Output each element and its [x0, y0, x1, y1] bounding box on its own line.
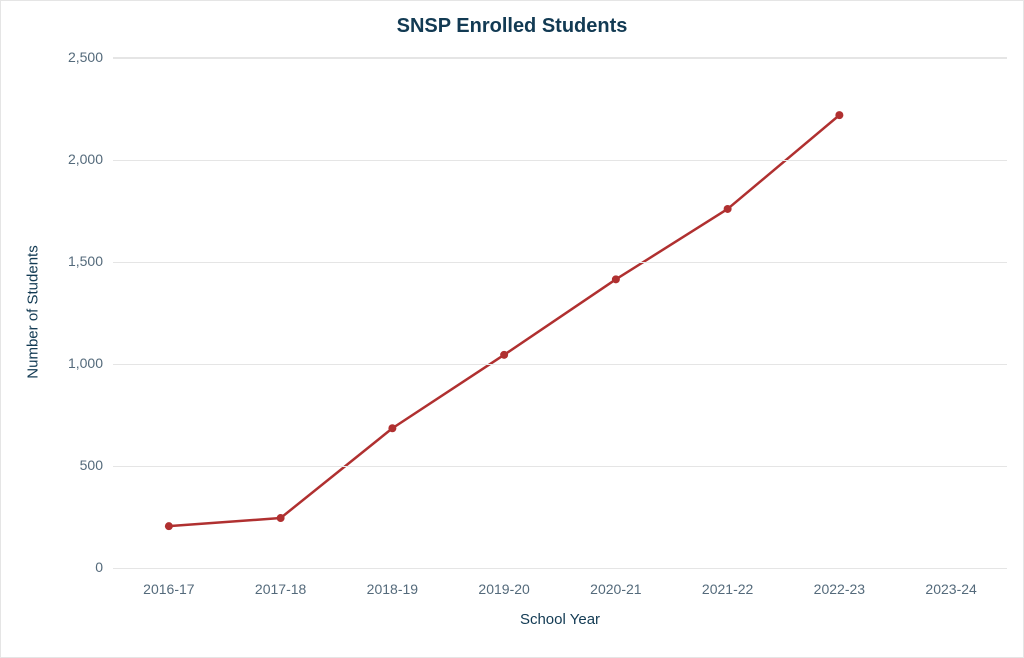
gridline	[113, 364, 1007, 365]
data-marker	[612, 275, 620, 283]
y-tick-label: 2,000	[58, 151, 103, 167]
chart-title: SNSP Enrolled Students	[1, 15, 1023, 38]
y-tick-label: 0	[58, 559, 103, 575]
data-line	[169, 115, 840, 526]
x-tick-label: 2023-24	[925, 581, 976, 597]
x-tick-label: 2018-19	[367, 581, 418, 597]
gridline	[113, 466, 1007, 467]
y-tick-label: 1,500	[58, 253, 103, 269]
y-axis-title: Number of Students	[25, 245, 42, 378]
y-tick-label: 2,500	[58, 49, 103, 65]
gridline	[113, 262, 1007, 263]
y-tick-label: 500	[58, 457, 103, 473]
gridline	[113, 58, 1007, 59]
data-marker	[835, 111, 843, 119]
gridline	[113, 160, 1007, 161]
plot-area	[113, 57, 1007, 568]
x-tick-label: 2021-22	[702, 581, 753, 597]
data-marker	[165, 522, 173, 530]
chart-container: SNSP Enrolled Students Number of Student…	[0, 0, 1024, 658]
data-marker	[388, 424, 396, 432]
data-marker	[724, 205, 732, 213]
x-tick-label: 2016-17	[143, 581, 194, 597]
data-marker	[277, 514, 285, 522]
x-tick-label: 2022-23	[814, 581, 865, 597]
x-tick-label: 2017-18	[255, 581, 306, 597]
x-tick-label: 2019-20	[478, 581, 529, 597]
gridline	[113, 568, 1007, 569]
chart-line-layer	[113, 58, 1007, 568]
x-axis-title: School Year	[520, 611, 600, 628]
y-tick-label: 1,000	[58, 355, 103, 371]
data-marker	[500, 351, 508, 359]
x-tick-label: 2020-21	[590, 581, 641, 597]
